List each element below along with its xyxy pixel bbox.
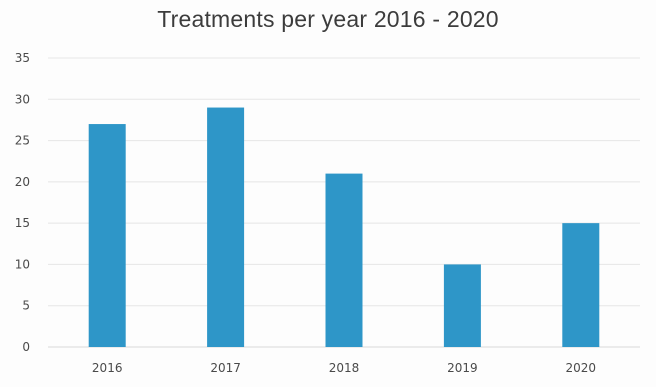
y-tick-label: 30 [15,92,30,106]
x-tick-label: 2018 [329,361,360,375]
y-tick-label: 35 [15,51,30,65]
y-tick-label: 10 [15,257,30,271]
y-tick-label: 20 [15,175,30,189]
y-tick-label: 15 [15,216,30,230]
bar-2019 [443,264,481,347]
bar-2018 [325,173,363,347]
y-tick-label: 5 [22,299,30,313]
x-axis: 2016 2017 2018 2019 2020 [92,361,596,375]
x-tick-label: 2017 [210,361,241,375]
y-axis: 0 5 10 15 20 25 30 35 [15,51,30,354]
x-tick-label: 2019 [447,361,478,375]
y-tick-label: 25 [15,134,30,148]
y-tick-label: 0 [22,340,30,354]
bar-2016 [88,124,126,347]
bar-2017 [207,107,245,348]
chart-title: Treatments per year 2016 - 2020 [157,6,499,32]
bar-2020 [562,223,600,347]
x-tick-label: 2020 [566,361,597,375]
x-tick-label: 2016 [92,361,123,375]
bars [88,107,600,348]
